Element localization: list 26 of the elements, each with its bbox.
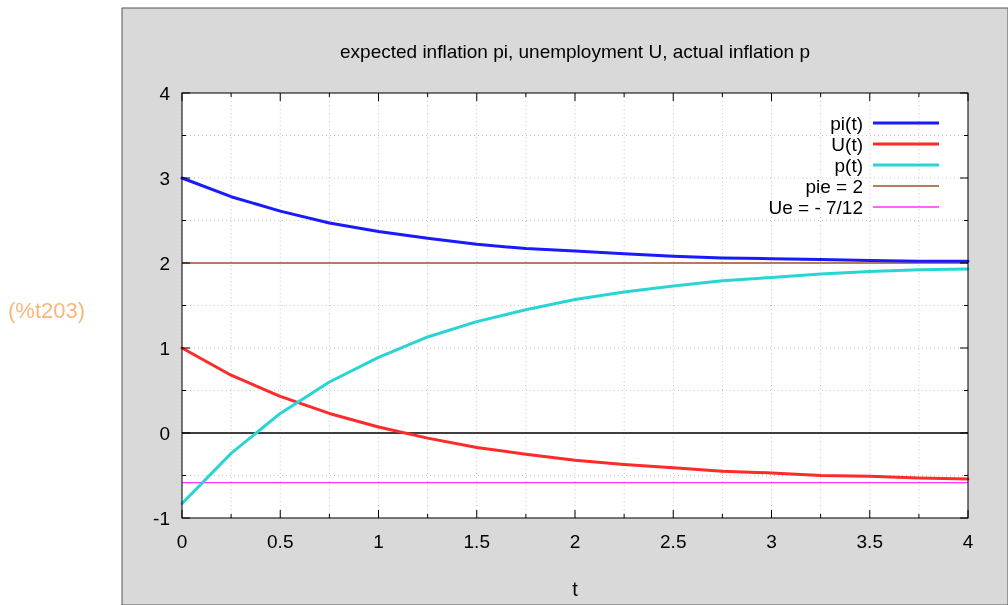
x-tick-label: 3 [766,531,777,552]
x-axis-title: t [572,578,579,600]
line-series [180,346,970,481]
legend-label: Ue = - 7/12 [768,197,863,218]
y-tick-label: 0 [159,423,170,444]
x-tick-label: 3.5 [856,531,883,552]
legend-label: U(t) [831,134,863,155]
y-tick-label: 2 [159,253,170,274]
x-tick-label: 0.5 [267,531,294,552]
line-series [180,267,970,506]
chart-title: expected inflation pi, unemployment U, actual inflation p [340,41,810,62]
x-tick-label: 1.5 [463,531,490,552]
legend-label: p(t) [834,155,863,176]
y-tick-label: 4 [159,83,171,104]
legend-label: pi(t) [830,113,863,134]
x-tick-label: 0 [176,531,188,552]
y-tick-label: -1 [153,508,170,529]
x-tick-label: 1 [373,531,384,552]
x-tick-label: 2.5 [660,531,687,552]
x-tick-label: 2 [569,531,581,552]
legend-label: pie = 2 [805,176,863,197]
x-tick-label: 4 [962,531,974,552]
line-series [180,176,970,263]
text: (%t203) [8,298,86,323]
y-tick-label: 1 [159,338,170,359]
y-tick-label: 3 [159,168,170,189]
